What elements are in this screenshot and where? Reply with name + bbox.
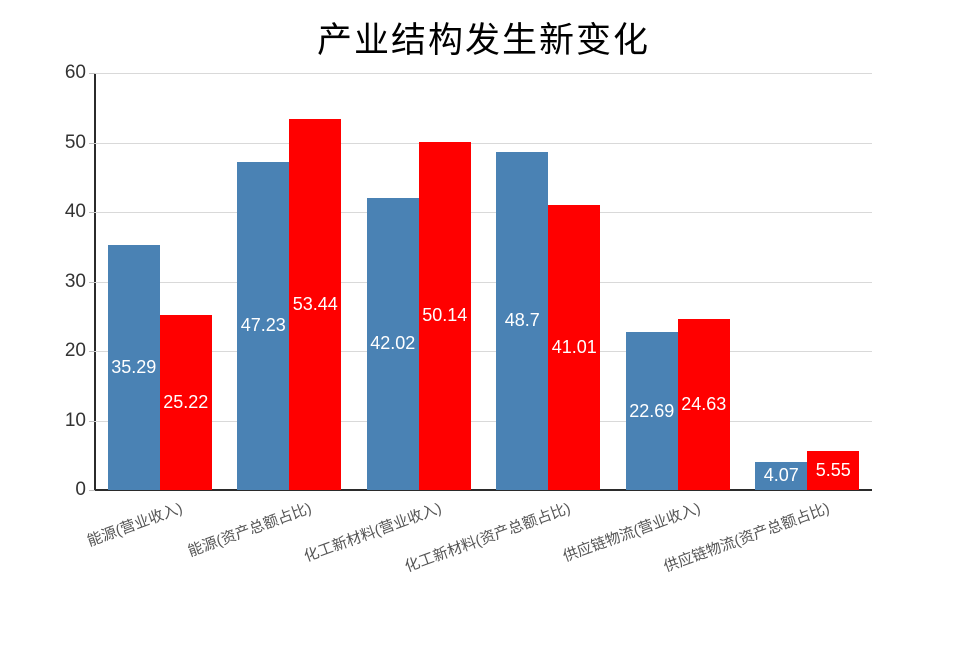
x-axis-category-label: 能源(资产总额占比) [186,499,315,561]
bar-value-label: 22.69 [629,400,675,421]
bar-value-label: 24.63 [681,393,727,414]
gridline [95,351,872,352]
y-axis-tick-mark [89,281,95,283]
bar-value-label: 47.23 [240,315,286,336]
y-axis-tick-label: 0 [75,479,86,500]
bar-red-series: 24.63 [677,318,730,490]
bar-blue-series: 35.29 [107,244,160,490]
y-axis-tick-mark [89,212,95,213]
y-axis-tick-label: 50 [64,131,86,153]
bar-value-label: 53.44 [292,293,338,314]
bar-red-series: 41.01 [548,204,601,490]
y-axis-tick-mark [89,490,95,491]
bar-value-label: 25.22 [163,391,209,412]
bar-red-series: 50.14 [418,141,471,490]
bar-value-label: 4.07 [763,465,799,486]
plot-area: 35.29 25.22 47.23 53.44 42.02 50.14 48.7 41.01 2… [94,73,872,491]
y-axis-tick-label: 10 [64,409,86,431]
bar-red-series: 5.55 [807,451,860,490]
bar-value-label: 35.29 [111,356,157,377]
y-axis-tick-label: 60 [64,62,86,83]
y-axis-tick-label: 30 [64,270,86,292]
bar-blue-series: 48.7 [496,151,549,490]
y-axis-tick-label: 40 [64,201,86,222]
bar-blue-series: 22.69 [625,332,678,490]
bar-red-series: 53.44 [289,118,342,490]
gridline [95,142,872,144]
gridline [95,212,872,213]
y-axis-tick-mark [89,351,95,352]
bar-blue-series: 4.07 [755,461,808,490]
bar-value-label: 5.55 [815,460,851,481]
bar-value-label: 50.14 [422,305,468,326]
bar-blue-series: 42.02 [366,197,419,490]
chart-title: 产业结构发生新变化 [316,21,650,60]
y-axis-tick-mark [89,73,95,74]
y-axis-tick-mark [89,142,95,144]
bar-blue-series: 47.23 [237,161,290,490]
gridline [95,420,872,422]
y-axis-tick-label: 20 [64,340,86,361]
bar-red-series: 25.22 [159,314,212,490]
y-axis-tick-mark [89,420,95,422]
bar-value-label: 48.7 [504,310,540,331]
gridline [95,281,872,283]
bar-value-label: 41.01 [551,336,597,357]
bar-value-label: 42.02 [370,333,416,354]
gridline [95,73,872,74]
x-axis-category-label: 能源(营业收入) [84,499,185,550]
x-axis-line [95,489,872,491]
